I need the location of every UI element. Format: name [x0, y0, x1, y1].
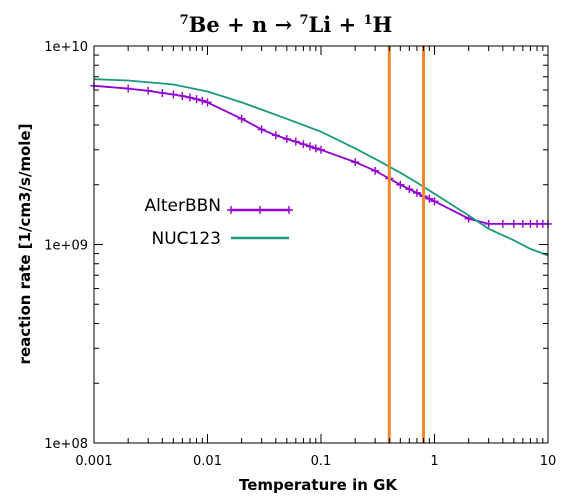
x-axis-ticks: 0.001 0.01 0.1 1 10	[75, 46, 556, 469]
data-point-alterbbn	[299, 140, 308, 149]
data-point-alterbbn	[371, 166, 380, 175]
data-point-alterbbn	[185, 93, 194, 102]
legend-marker-alterbbn	[256, 206, 264, 214]
data-point-alterbbn	[405, 185, 414, 194]
y-axis-label: reaction rate [1/cm3/s/mole]	[16, 124, 34, 365]
data-point-alterbbn	[425, 194, 434, 203]
data-point-alterbbn	[509, 219, 518, 228]
x-axis-label: Temperature in GK	[239, 476, 398, 494]
title-mass-lithium: 7	[299, 13, 308, 28]
data-point-alterbbn	[257, 125, 266, 134]
title-symbol-hydrogen: H	[373, 12, 393, 37]
data-point-alterbbn	[311, 144, 320, 153]
data-point-alterbbn	[271, 131, 280, 140]
data-point-alterbbn	[412, 188, 421, 197]
legend: AlterBBN NUC123	[144, 196, 293, 249]
y-tick-label: 1e+10	[44, 40, 88, 55]
legend-label-alterbbn: AlterBBN	[144, 196, 221, 216]
data-point-alterbbn	[351, 158, 360, 167]
data-point-alterbbn	[192, 95, 201, 104]
x-tick-label: 0.01	[193, 454, 222, 469]
vertical-lines	[387, 46, 426, 443]
chart-title: 7Be + n → 7Li + 1H	[180, 12, 393, 37]
data-point-alterbbn	[484, 219, 493, 228]
title-symbol-lithium: Li	[309, 12, 332, 37]
y-tick-label: 1e+08	[44, 437, 88, 452]
data-point-alterbbn	[317, 145, 325, 154]
data-point-alterbbn	[291, 137, 300, 146]
data-point-alterbbn	[158, 88, 167, 97]
data-point-alterbbn	[144, 86, 153, 95]
data-point-alterbbn	[169, 90, 178, 99]
data-point-alterbbn	[178, 91, 187, 100]
legend-marker-alterbbn	[285, 206, 293, 214]
title-mass-beryllium: 7	[180, 13, 189, 28]
data-point-alterbbn	[498, 219, 507, 228]
data-point-alterbbn	[237, 114, 246, 123]
data-point-alterbbn	[203, 98, 212, 107]
title-reaction-arrow: + n →	[220, 12, 300, 37]
data-point-alterbbn	[124, 84, 133, 93]
data-point-alterbbn	[430, 197, 439, 206]
y-tick-label: 1e+09	[44, 239, 88, 254]
title-mass-hydrogen: 1	[364, 13, 373, 28]
chart-title-text: 7Be + n → 7Li + 1H	[180, 12, 393, 37]
title-plus-sign: +	[331, 12, 363, 37]
x-tick-label: 0.001	[75, 454, 112, 469]
data-point-alterbbn	[198, 96, 207, 105]
legend-label-nuc123: NUC123	[152, 229, 221, 249]
x-tick-label: 10	[540, 454, 557, 469]
x-tick-label: 1	[430, 454, 438, 469]
x-tick-label: 0.1	[311, 454, 332, 469]
series-line-nuc123	[93, 78, 549, 257]
data-point-alterbbn	[282, 135, 291, 144]
data-point-alterbbn	[306, 142, 315, 151]
data-point-alterbbn	[518, 219, 527, 228]
legend-markers-alterbbn	[227, 206, 293, 214]
legend-marker-alterbbn	[227, 206, 235, 214]
title-symbol-beryllium: Be	[189, 12, 220, 37]
data-point-alterbbn	[396, 180, 405, 189]
y-axis-ticks: 1e+08 1e+09 1e+10	[44, 40, 548, 452]
